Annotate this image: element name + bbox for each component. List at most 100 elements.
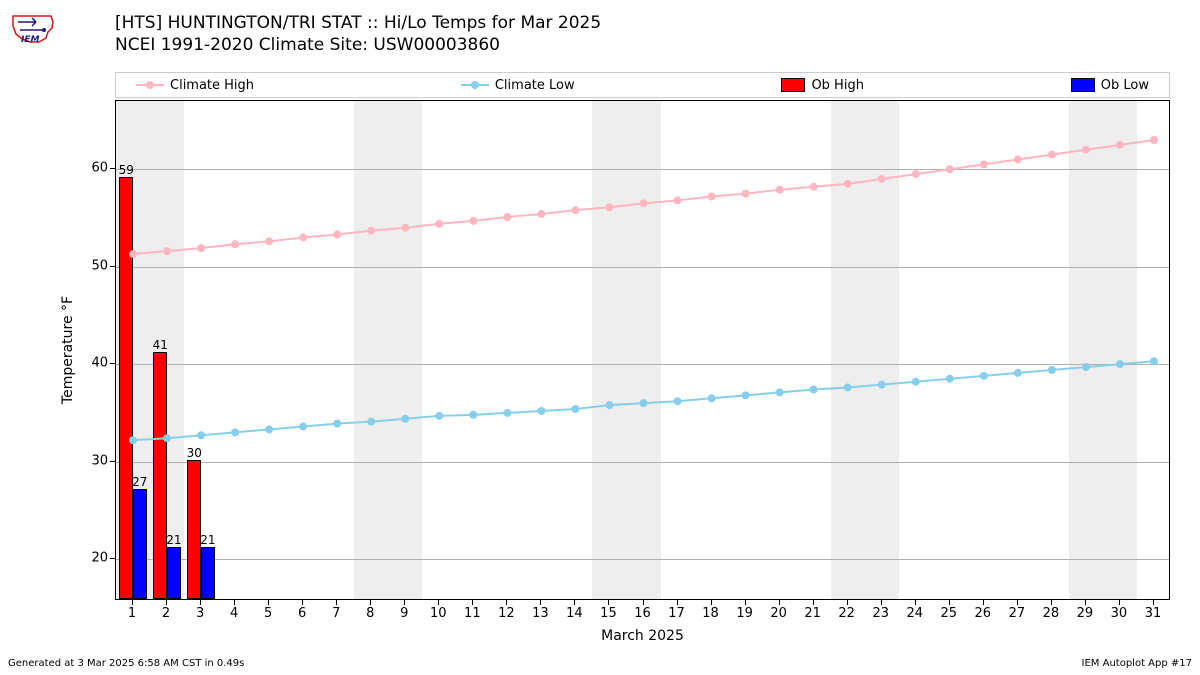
x-tick-mark xyxy=(1017,600,1018,605)
climate-high-marker xyxy=(810,183,818,191)
climate-high-marker xyxy=(333,231,341,239)
climate-low-marker xyxy=(946,375,954,383)
climate-high-marker xyxy=(435,220,443,228)
x-tick-mark xyxy=(336,600,337,605)
climate-low-marker xyxy=(776,388,784,396)
x-tick-mark xyxy=(949,600,950,605)
x-tick-mark xyxy=(1119,600,1120,605)
climate-high-marker xyxy=(401,224,409,232)
climate-high-marker xyxy=(742,190,750,198)
climate-low-marker xyxy=(878,381,886,389)
x-tick-mark xyxy=(302,600,303,605)
climate-high-marker xyxy=(708,193,716,201)
climate-low-marker xyxy=(163,434,171,442)
x-tick-label: 27 xyxy=(1009,606,1026,621)
climate-low-marker xyxy=(980,372,988,380)
legend: Climate High Climate Low Ob High Ob Low xyxy=(115,72,1170,98)
x-tick-mark xyxy=(540,600,541,605)
climate-low-marker xyxy=(708,394,716,402)
climate-high-marker xyxy=(265,237,273,245)
climate-low-marker xyxy=(197,431,205,439)
x-tick-mark xyxy=(643,600,644,605)
x-tick-label: 1 xyxy=(128,606,136,621)
x-tick-label: 31 xyxy=(1145,606,1162,621)
climate-high-marker xyxy=(1082,146,1090,154)
svg-text:IEM: IEM xyxy=(21,35,39,45)
x-tick-mark xyxy=(779,600,780,605)
climate-low-marker xyxy=(1082,363,1090,371)
climate-low-marker xyxy=(503,409,511,417)
climate-low-marker xyxy=(742,391,750,399)
climate-high-marker xyxy=(1048,151,1056,159)
climate-high-marker xyxy=(605,203,613,211)
climate-high-marker xyxy=(537,210,545,218)
x-tick-mark xyxy=(268,600,269,605)
climate-low-marker xyxy=(605,401,613,409)
x-tick-mark xyxy=(915,600,916,605)
x-tick-label: 29 xyxy=(1077,606,1094,621)
climate-high-marker xyxy=(469,217,477,225)
climate-high-marker xyxy=(197,244,205,252)
climate-low-marker xyxy=(571,405,579,413)
legend-ob-low: Ob Low xyxy=(1071,78,1149,93)
legend-label: Ob High xyxy=(811,78,864,93)
x-tick-label: 11 xyxy=(464,606,481,621)
x-tick-mark xyxy=(1085,600,1086,605)
x-tick-label: 6 xyxy=(298,606,306,621)
x-tick-label: 18 xyxy=(702,606,719,621)
legend-ob-high: Ob High xyxy=(781,78,864,93)
title-line-1: [HTS] HUNTINGTON/TRI STAT :: Hi/Lo Temps… xyxy=(115,12,601,34)
climate-high-marker xyxy=(776,186,784,194)
climate-high-marker xyxy=(878,175,886,183)
title-line-2: NCEI 1991-2020 Climate Site: USW00003860 xyxy=(115,34,601,56)
x-tick-label: 23 xyxy=(872,606,889,621)
climate-high-marker xyxy=(946,165,954,173)
climate-high-marker xyxy=(503,213,511,221)
legend-climate-high: Climate High xyxy=(136,78,254,93)
x-tick-label: 21 xyxy=(804,606,821,621)
climate-high-marker xyxy=(129,250,137,258)
climate-low-marker xyxy=(537,407,545,415)
legend-climate-low: Climate Low xyxy=(461,78,575,93)
y-tick-mark xyxy=(110,266,115,267)
footer-app: IEM Autoplot App #17 xyxy=(1082,658,1192,669)
x-tick-mark xyxy=(574,600,575,605)
footer-generated: Generated at 3 Mar 2025 6:58 AM CST in 0… xyxy=(8,658,244,669)
x-tick-label: 17 xyxy=(668,606,685,621)
y-tick-label: 60 xyxy=(91,161,108,176)
x-tick-mark xyxy=(438,600,439,605)
x-tick-mark xyxy=(404,600,405,605)
y-tick-mark xyxy=(110,168,115,169)
y-tick-mark xyxy=(110,558,115,559)
x-tick-label: 4 xyxy=(230,606,238,621)
x-tick-label: 8 xyxy=(366,606,374,621)
y-tick-mark xyxy=(110,363,115,364)
x-tick-mark xyxy=(847,600,848,605)
x-tick-label: 14 xyxy=(566,606,583,621)
y-tick-label: 40 xyxy=(91,356,108,371)
x-tick-label: 20 xyxy=(770,606,787,621)
x-tick-label: 5 xyxy=(264,606,272,621)
climate-low-marker xyxy=(129,436,137,444)
y-tick-label: 30 xyxy=(91,453,108,468)
x-tick-label: 3 xyxy=(196,606,204,621)
climate-high-marker xyxy=(1014,155,1022,163)
climate-low-marker xyxy=(1014,369,1022,377)
y-axis-label: Temperature °F xyxy=(60,296,76,404)
climate-high-marker xyxy=(163,247,171,255)
x-tick-label: 7 xyxy=(332,606,340,621)
x-tick-label: 2 xyxy=(162,606,170,621)
climate-low-marker xyxy=(367,418,375,426)
climate-high-marker xyxy=(640,199,648,207)
climate-low-marker xyxy=(401,415,409,423)
climate-low-marker xyxy=(1116,360,1124,368)
x-tick-label: 12 xyxy=(498,606,515,621)
climate-low-marker xyxy=(469,411,477,419)
iem-logo: IEM xyxy=(8,8,58,48)
x-tick-mark xyxy=(881,600,882,605)
x-tick-label: 10 xyxy=(430,606,447,621)
x-tick-label: 24 xyxy=(906,606,923,621)
x-tick-mark xyxy=(711,600,712,605)
x-tick-mark xyxy=(983,600,984,605)
chart-plot-area: 594130272121 xyxy=(115,100,1170,600)
